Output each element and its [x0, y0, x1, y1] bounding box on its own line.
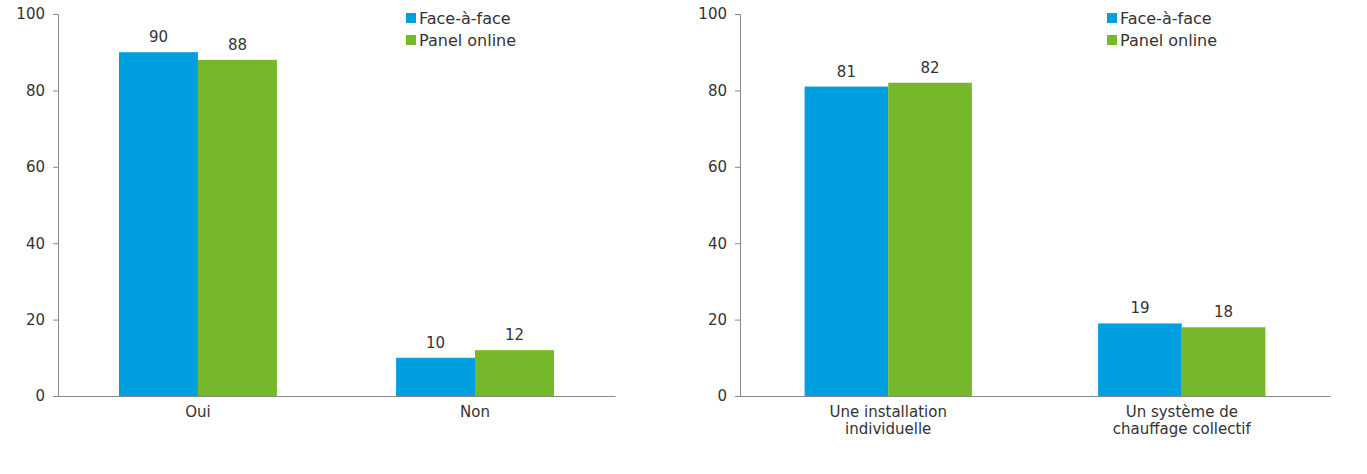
- bar: [475, 350, 554, 396]
- legend-label: Panel online: [419, 31, 516, 50]
- legend-label: Face-à-face: [419, 9, 511, 28]
- data-labels: 90 10 88 12: [149, 28, 524, 352]
- y-tick-mark: [53, 14, 58, 15]
- y-tick: 0: [717, 387, 740, 405]
- bar: [119, 52, 198, 396]
- y-tick-mark: [53, 243, 58, 244]
- x-tick-label: Oui: [185, 403, 210, 421]
- data-label: 82: [921, 59, 940, 77]
- x-tick: Un système dechauffage collectif: [1113, 396, 1252, 438]
- y-tick-mark: [735, 167, 740, 168]
- y-tick-label: 40: [708, 235, 727, 253]
- bars: [805, 83, 1266, 396]
- y-tick-label: 100: [16, 5, 45, 23]
- data-label: 81: [837, 63, 856, 81]
- y-tick-mark: [735, 243, 740, 244]
- y-axis: 0 20 40 60 80 100: [698, 5, 740, 405]
- x-tick-label: Un système dechauffage collectif: [1113, 403, 1252, 438]
- y-tick: 60: [708, 158, 740, 176]
- x-axis: Une installationindividuelle Un système d…: [741, 396, 1331, 438]
- y-tick: 100: [16, 5, 58, 23]
- bars: [119, 52, 554, 396]
- y-tick: 20: [708, 311, 740, 329]
- y-tick-mark: [53, 396, 58, 397]
- data-labels: 81 19 82 18: [837, 59, 1233, 321]
- data-label: 90: [149, 28, 168, 46]
- bar: [396, 358, 475, 396]
- x-tick: Une installationindividuelle: [830, 396, 947, 438]
- bar: [1098, 323, 1182, 396]
- x-tick: Non: [460, 396, 490, 421]
- data-label: 12: [505, 326, 524, 344]
- y-tick-mark: [735, 396, 740, 397]
- legend: Face-à-face Panel online: [406, 9, 516, 50]
- y-tick: 100: [698, 5, 740, 23]
- y-axis: 0 20 40 60 80 100: [16, 5, 58, 405]
- legend-swatch: [406, 13, 416, 23]
- y-tick: 40: [26, 235, 58, 253]
- y-tick: 20: [26, 311, 58, 329]
- y-tick-label: 80: [26, 82, 45, 100]
- y-tick-label: 20: [26, 311, 45, 329]
- y-tick-label: 60: [708, 158, 727, 176]
- y-tick-label: 60: [26, 158, 45, 176]
- data-label: 18: [1214, 303, 1233, 321]
- chart-canvas: 90 10 88 12 0 20 40 60 80 100 Oui Non Face-à-face Pan…: [0, 0, 1367, 474]
- x-axis-line: [741, 396, 1331, 397]
- y-tick: 80: [708, 82, 740, 100]
- x-axis-line: [59, 396, 616, 397]
- legend-swatch: [1107, 35, 1117, 45]
- legend-label: Panel online: [1120, 31, 1217, 50]
- y-tick-label: 0: [35, 387, 45, 405]
- bar: [198, 60, 277, 396]
- y-tick-label: 80: [708, 82, 727, 100]
- y-tick: 60: [26, 158, 58, 176]
- x-tick-label: Une installationindividuelle: [830, 403, 947, 438]
- x-tick-label: Non: [460, 403, 490, 421]
- y-tick-mark: [53, 167, 58, 168]
- bar: [888, 83, 972, 396]
- y-tick-mark: [735, 90, 740, 91]
- y-tick: 80: [26, 82, 58, 100]
- y-tick-mark: [53, 320, 58, 321]
- y-tick-label: 20: [708, 311, 727, 329]
- bar: [1182, 327, 1266, 396]
- y-tick-label: 0: [717, 387, 727, 405]
- y-tick: 40: [708, 235, 740, 253]
- y-axis-line: [53, 15, 59, 397]
- bar: [805, 87, 889, 396]
- legend-label: Face-à-face: [1120, 9, 1212, 28]
- y-axis-line: [735, 15, 741, 397]
- x-tick: Oui: [185, 396, 210, 421]
- y-tick-label: 100: [698, 5, 727, 23]
- data-label: 10: [426, 334, 445, 352]
- y-tick-label: 40: [26, 235, 45, 253]
- legend-swatch: [1107, 13, 1117, 23]
- chart: 81 19 82 18 0 20 40 60 80 100 Une installationindi…: [698, 5, 1330, 438]
- x-axis: Oui Non: [59, 396, 616, 421]
- data-label: 88: [228, 36, 247, 54]
- y-tick-mark: [53, 90, 58, 91]
- y-tick: 0: [35, 387, 58, 405]
- chart: 90 10 88 12 0 20 40 60 80 100 Oui Non Face-à-face Pan…: [16, 5, 615, 420]
- legend: Face-à-face Panel online: [1107, 9, 1217, 50]
- y-tick-mark: [735, 320, 740, 321]
- legend-swatch: [406, 35, 416, 45]
- data-label: 19: [1130, 299, 1149, 317]
- y-tick-mark: [735, 14, 740, 15]
